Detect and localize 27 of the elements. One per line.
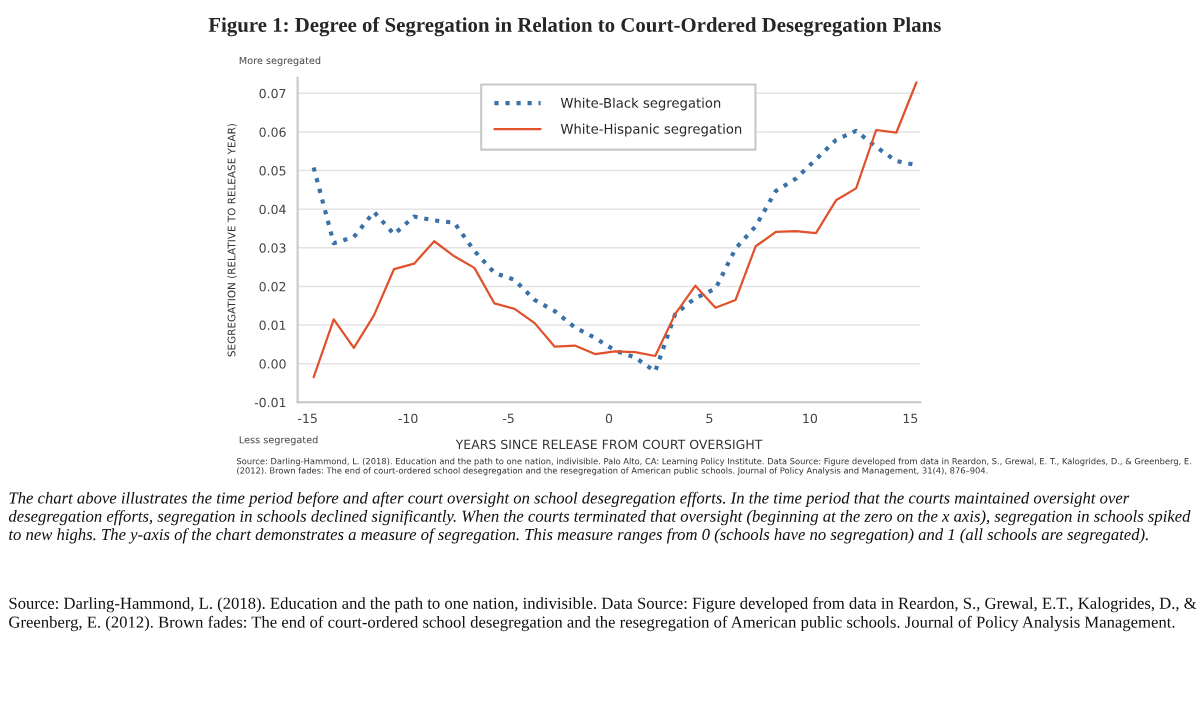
y-tick-label: 0.01 [259, 320, 286, 330]
y-tick-label: 0.04 [259, 204, 286, 215]
text: The chart above illustrates the time period before and after court oversight on school desegregation efforts. In the time period that the courts maintained oversight over desegregation efforts, segregation in schools declined significantly. When the courts terminated that oversight (beginning at the zero on the x axis), segregation in schools spiked to new highs. The y-axis of the chart demonstrates a measure of segregation. This measure ranges from 0 (schools have no segregation) and 1 (all schools are segregated). [8, 491, 1191, 544]
text: More segregated [239, 56, 321, 66]
y-tick-label: 0.00 [259, 359, 286, 369]
x-tick-label: -5 [502, 413, 514, 424]
legend-label: White-Black segregation [560, 97, 721, 111]
y-tick-label: -0.01 [254, 397, 286, 408]
text: Less segregated [239, 435, 318, 446]
x-tick-label: -15 [298, 413, 317, 424]
x-tick-label: 15 [903, 413, 918, 424]
x-tick-label: 5 [706, 413, 713, 424]
chart-title: Figure 1: Degree of Segregation in Relation to Court-Ordered Desegregation Plans [208, 17, 941, 37]
x-tick-label: 10 [803, 413, 818, 424]
source-note: Source: Darling-Hammond, L. (2018). Education and the path to one nation, indivisible. Palo Alto, CA: Learning Policy Institute. Data Source: Figure developed from data in Reardon, S., Grewal, E. T., Kalogrides, D., & Greenberg, E. (2012). Brown fades: The end of court-ordered school desegregation and the resegregation of American public schools. Journal of Policy Analysis and Management, 31(4), 876–904. [236, 457, 1191, 476]
y-tick-label: 0.03 [259, 243, 286, 253]
line-series [312, 81, 918, 379]
source-note: Source: Darling-Hammond, L. (2018). Education and the path to one nation, indivisible. Data Source: Figure developed from data in Reardon, S., Grewal, E.T., Kalogrides, D., & Greenberg, E. (2012). Brown fades: The end of court-ordered school desegregation and the resegregation of American public schools. Journal of Policy Analysis Management. [9, 596, 1197, 632]
x-tick-label: -10 [398, 413, 418, 424]
y-axis-title: SEGREGATION (RELATIVE TO RELEASE YEAR) [227, 124, 237, 357]
y-tick-label: 0.07 [259, 88, 286, 99]
x-axis-title: YEARS SINCE RELEASE FROM COURT OVERSIGHT [455, 439, 763, 450]
x-tick-label: 0 [605, 413, 613, 424]
legend-label: White-Hispanic segregation [560, 123, 742, 137]
y-tick-label: 0.05 [259, 166, 286, 176]
y-tick-label: 0.02 [259, 281, 286, 292]
y-tick-label: 0.06 [259, 127, 286, 137]
